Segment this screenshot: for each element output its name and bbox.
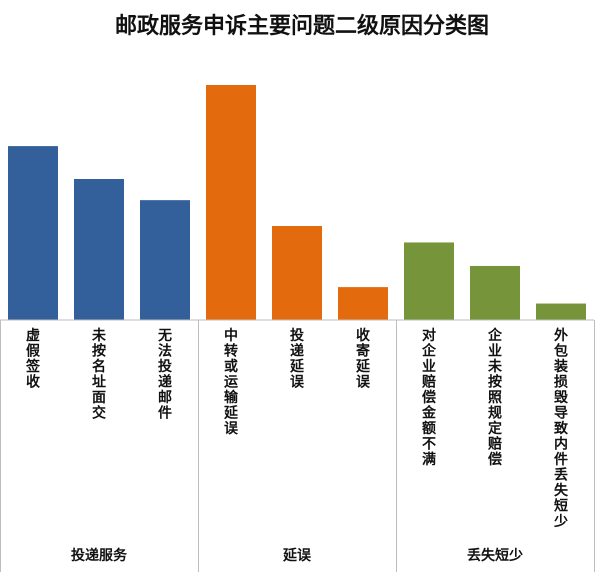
category-label: 对企业赔偿金额不满 <box>421 327 437 468</box>
bar <box>470 265 520 320</box>
bar <box>536 303 586 320</box>
group-label: 延误 <box>282 547 312 564</box>
group-label: 丢失短少 <box>467 547 523 564</box>
bar <box>338 287 388 320</box>
bar <box>140 200 190 320</box>
bar <box>272 226 322 320</box>
category-label: 虚假签收 <box>25 327 41 391</box>
category-label: 外包装损毁导致内件丢失短少 <box>553 327 569 530</box>
chart-title: 邮政服务申诉主要问题二级原因分类图 <box>114 13 489 39</box>
bar <box>8 146 58 320</box>
group-labels-group: 投递服务 延误 丢失短少 <box>71 547 523 564</box>
category-label: 收寄延误 <box>355 327 371 391</box>
category-label: 企业未按照规定赔偿 <box>487 327 503 468</box>
group-label: 投递服务 <box>71 547 128 564</box>
category-label: 投递延误 <box>289 328 305 391</box>
axis-group <box>0 319 595 572</box>
bar <box>206 85 256 320</box>
bar <box>74 179 124 320</box>
bar <box>404 242 454 320</box>
category-label: 未按名址面交 <box>92 327 107 422</box>
bars-group <box>8 85 586 320</box>
category-label: 无法投递邮件 <box>157 328 172 422</box>
category-labels-group: 虚假签收 未按名址面交 无法投递邮件 中转或运输延误 投递延误 收寄延误 对企业赔偿金额不满… <box>25 327 569 530</box>
category-label: 中转或运输延误 <box>223 327 239 437</box>
